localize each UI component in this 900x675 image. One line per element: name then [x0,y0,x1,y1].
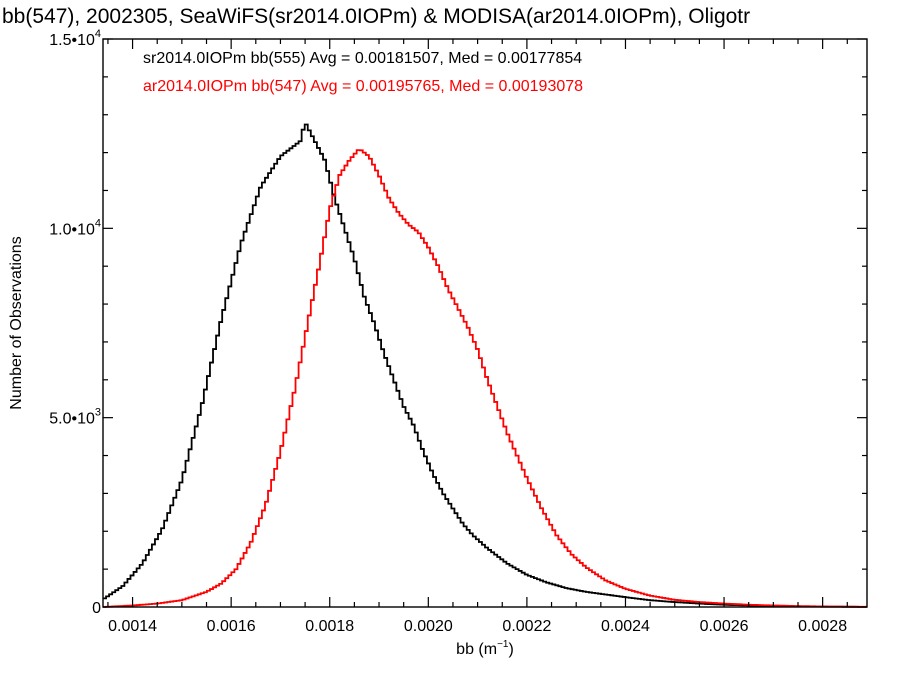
plot-frame [102,38,868,608]
series-line-2 [103,149,867,608]
legend-entry-1: sr2014.0IOPm bb(555) Avg = 0.00181507, M… [143,50,582,67]
y-tick-label: 5.0•103 [49,407,101,428]
x-tick-label: 0.0016 [207,618,256,635]
x-tick-label: 0.0020 [404,618,453,635]
legend-entry-2: ar2014.0IOPm bb(547) Avg = 0.00195765, M… [143,78,583,95]
series-layer [103,123,867,608]
x-axis-label-close: ) [508,641,513,658]
y-axis-label: Number of Observations [8,236,25,409]
y-tick-label: 0 [92,600,101,617]
x-axis-label: bb (m−1) [456,639,514,658]
chart-title: bb(547), 2002305, SeaWiFS(sr2014.0IOPm) … [2,5,750,28]
x-tick-label: 0.0024 [601,618,650,635]
x-axis-label-exponent: −1 [497,639,509,650]
y-tick-label: 1.0•104 [49,217,101,238]
ticks-layer: 0.0014 0.0016 0.0018 0.0020 0.0022 0.0024 0.00… [49,28,867,635]
x-tick-label: 0.0014 [108,618,157,635]
plot-area: 0.0014 0.0016 0.0018 0.0020 0.0022 0.0024 0.00… [49,28,868,635]
x-tick-label: 0.0028 [798,618,847,635]
x-tick-label: 0.0026 [700,618,749,635]
x-tick-label: 0.0022 [502,618,551,635]
x-axis-label-base: bb (m [456,641,497,658]
y-tick-label: 1.5•104 [49,28,101,49]
x-tick-label: 0.0018 [305,618,354,635]
series-line-1 [103,123,867,608]
